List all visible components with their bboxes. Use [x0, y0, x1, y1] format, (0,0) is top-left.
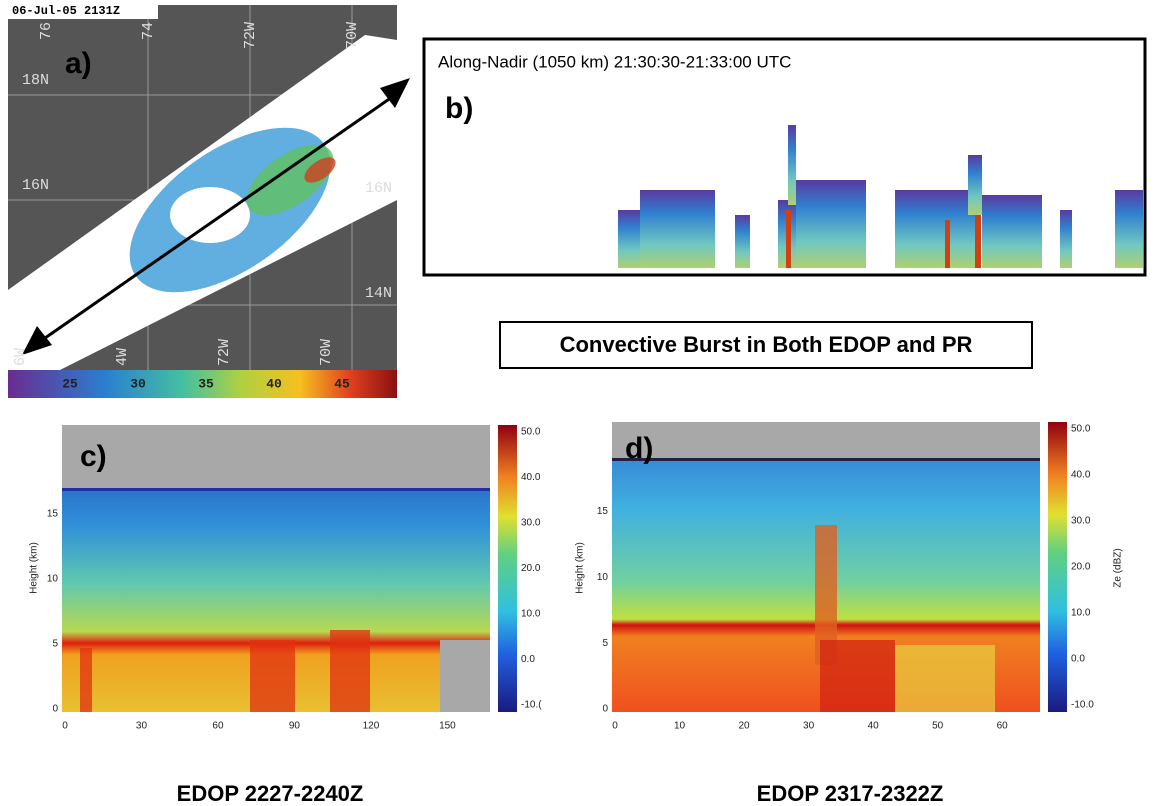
colorbar-label: -10.0 — [1071, 700, 1094, 711]
y-tick-label: 0 — [602, 704, 608, 715]
x-tick-label: 0 — [62, 721, 68, 732]
panel-d: d) Height (km) Ze (dBZ) EDOP 2317-2322Z — [575, 422, 1124, 806]
x-tick-label: 40 — [868, 721, 880, 732]
y-tick-label: 5 — [602, 638, 608, 649]
burst — [786, 210, 981, 268]
colorbar-label: -10.( — [521, 700, 542, 711]
timestamp-box — [8, 3, 158, 19]
echoes — [618, 125, 1143, 268]
storm-peak — [304, 157, 336, 183]
convective-tower — [815, 525, 837, 665]
colorbar-label: 50.0 — [1071, 424, 1091, 435]
colorbar — [1048, 422, 1067, 712]
rain-core — [820, 640, 895, 712]
y-tick-label: 15 — [597, 506, 609, 517]
x-tick-label: 120 — [363, 721, 380, 732]
colorbar-label: 30.0 — [1071, 516, 1091, 527]
y-tick-label: 15 — [47, 508, 59, 519]
x-tick-label: 50 — [932, 721, 944, 732]
x-tick-label: 60 — [212, 721, 224, 732]
banner-box — [499, 321, 1033, 369]
panel-label: d) — [625, 432, 653, 465]
lat-label: 18N — [22, 72, 49, 89]
y-tick-label: 5 — [52, 639, 58, 650]
colorbar-label: 40.0 — [521, 472, 541, 483]
colorbar-label: 50.0 — [521, 427, 541, 438]
echo-top — [612, 458, 1040, 461]
lat-label: 16N — [22, 177, 49, 194]
arrow-head — [22, 326, 52, 355]
colorbar-label: 30.0 — [521, 518, 541, 529]
arrow-head — [380, 78, 410, 108]
lat-label: 14N — [365, 285, 392, 302]
title: Along-Nadir (1050 km) 21:30:30-21:33:00 … — [438, 52, 791, 71]
x-tick-label: 60 — [997, 721, 1009, 732]
x-tick-label: 20 — [739, 721, 751, 732]
y-tick-label: 10 — [47, 573, 59, 584]
lon-label: 72W — [242, 22, 259, 49]
storm-core — [246, 144, 334, 216]
lon-label: 70W — [344, 22, 361, 49]
x-tick-label: 90 — [289, 721, 301, 732]
colorbar-label: Ze (dBZ) — [1113, 548, 1124, 587]
y-axis-label: Height (km) — [575, 542, 586, 594]
colorbar-label: 40 — [266, 376, 282, 391]
colorbar-label: 30 — [130, 376, 146, 391]
colorbar-label: 20.0 — [1071, 562, 1091, 573]
panel-b: Along-Nadir (1050 km) 21:30:30-21:33:00 … — [422, 37, 1147, 277]
colorbar — [8, 370, 397, 398]
colorbar-label: 0.0 — [521, 654, 535, 665]
colorbar-label: 35 — [198, 376, 214, 391]
colorbar-label: 10.0 — [521, 609, 541, 620]
panel-a: 06-Jul-05 2131Z a) — [8, 3, 410, 398]
x-tick-label: 10 — [674, 721, 686, 732]
colorbar — [498, 425, 517, 712]
x-tick-label: 0 — [612, 721, 618, 732]
colorbar-label: 20.0 — [521, 563, 541, 574]
storm-eye — [170, 187, 250, 243]
no-echo — [62, 425, 490, 490]
lon-label: 4W — [114, 348, 131, 366]
timestamp: 06-Jul-05 2131Z — [12, 4, 120, 18]
panel-label: c) — [80, 440, 107, 473]
y-tick-label: 0 — [52, 704, 58, 715]
x-tick-label: 30 — [803, 721, 815, 732]
lon-label: 6W — [12, 348, 29, 366]
colorbar-label: 0.0 — [1071, 654, 1085, 665]
stratiform — [895, 645, 995, 712]
caption: EDOP 2317-2322Z — [757, 781, 944, 806]
x-tick-label: 30 — [136, 721, 148, 732]
no-echo — [440, 640, 490, 712]
banner: Convective Burst in Both EDOP and PR — [560, 332, 973, 357]
colorbar-label: 45 — [334, 376, 350, 391]
colorbar-label: 10.0 — [1071, 608, 1091, 619]
panel-label: b) — [445, 92, 473, 125]
y-tick-label: 10 — [597, 572, 609, 583]
lon-label: 74 — [140, 22, 157, 40]
panel-c: c) Height (km) EDOP 2227-2240Z — [29, 425, 517, 806]
echo-top — [62, 488, 490, 491]
track-arrow — [34, 93, 396, 347]
lon-label: 72W — [216, 339, 233, 366]
lon-label: 76 — [38, 22, 55, 40]
panel-label: a) — [65, 47, 92, 80]
lon-label: 70W — [318, 339, 335, 366]
rain-shafts — [80, 630, 370, 712]
colorbar-label: 40.0 — [1071, 470, 1091, 481]
colorbar-label: 25 — [62, 376, 78, 391]
no-echo — [612, 422, 1040, 460]
lat-label: 16N — [365, 180, 392, 197]
x-tick-label: 150 — [439, 721, 456, 732]
y-axis-label: Height (km) — [29, 542, 40, 594]
caption: EDOP 2227-2240Z — [177, 781, 364, 806]
